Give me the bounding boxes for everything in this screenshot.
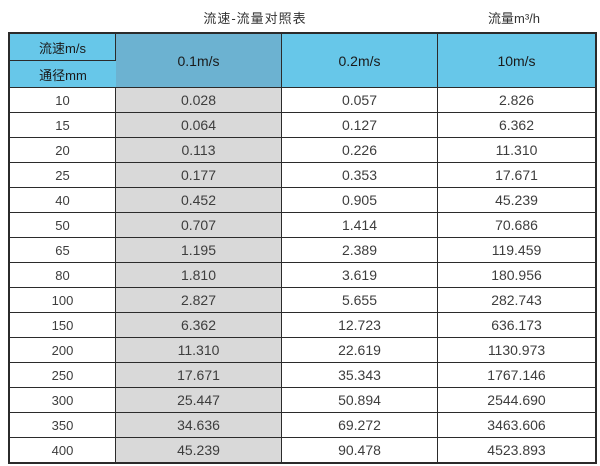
flow-value-cell: 0.353	[282, 163, 438, 188]
flow-value-cell: 6.362	[438, 113, 595, 138]
flow-value-cell: 35.343	[282, 363, 438, 388]
corner-cell-velocity-label: 流速m/s	[10, 34, 116, 61]
diameter-cell: 150	[10, 313, 116, 338]
flow-value-cell: 119.459	[438, 238, 595, 263]
diameter-cell: 20	[10, 138, 116, 163]
table-body: 10 0.028 0.057 2.826 15 0.064 0.127 6.362 20 0.11…	[10, 88, 595, 462]
diameter-cell: 80	[10, 263, 116, 288]
flow-value-cell: 1767.146	[438, 363, 595, 388]
flow-value-cell: 17.671	[116, 363, 282, 388]
column-header-0-1ms: 0.1m/s	[116, 34, 282, 88]
flow-value-cell: 45.239	[438, 188, 595, 213]
table-row: 15 0.064 0.127 6.362	[10, 113, 595, 138]
flow-value-cell: 0.177	[116, 163, 282, 188]
flow-unit-label: 流量m³/h	[487, 11, 540, 26]
flow-value-cell: 69.272	[282, 413, 438, 438]
flow-value-cell: 0.057	[282, 88, 438, 113]
flow-value-cell: 6.362	[116, 313, 282, 338]
column-header-0-2ms: 0.2m/s	[282, 34, 438, 88]
table-header: 流速m/s 0.1m/s 0.2m/s 10m/s 通径mm	[10, 34, 595, 88]
flow-value-cell: 2544.690	[438, 388, 595, 413]
table-row: 200 11.310 22.619 1130.973	[10, 338, 595, 363]
velocity-flow-table: 流速m/s 0.1m/s 0.2m/s 10m/s 通径mm 10 0.028 0.…	[8, 32, 597, 464]
flow-value-cell: 1.195	[116, 238, 282, 263]
flow-value-cell: 636.173	[438, 313, 595, 338]
flow-value-cell: 0.113	[116, 138, 282, 163]
flow-value-cell: 11.310	[438, 138, 595, 163]
corner-cell-diameter-label: 通径mm	[10, 61, 116, 88]
flow-value-cell: 0.452	[116, 188, 282, 213]
table-row: 150 6.362 12.723 636.173	[10, 313, 595, 338]
flow-value-cell: 12.723	[282, 313, 438, 338]
diameter-cell: 200	[10, 338, 116, 363]
flow-value-cell: 282.743	[438, 288, 595, 313]
flow-value-cell: 90.478	[282, 438, 438, 462]
flow-value-cell: 4523.893	[438, 438, 595, 462]
flow-value-cell: 70.686	[438, 213, 595, 238]
flow-value-cell: 2.826	[438, 88, 595, 113]
table-row: 40 0.452 0.905 45.239	[10, 188, 595, 213]
table-row: 80 1.810 3.619 180.956	[10, 263, 595, 288]
diameter-cell: 25	[10, 163, 116, 188]
figure-captions: 流速-流量对照表 流量m³/h	[0, 0, 600, 30]
diameter-cell: 10	[10, 88, 116, 113]
diameter-cell: 250	[10, 363, 116, 388]
flow-value-cell: 22.619	[282, 338, 438, 363]
diameter-cell: 65	[10, 238, 116, 263]
flow-value-cell: 11.310	[116, 338, 282, 363]
table-row: 400 45.239 90.478 4523.893	[10, 438, 595, 462]
diameter-cell: 350	[10, 413, 116, 438]
flow-value-cell: 0.226	[282, 138, 438, 163]
diameter-cell: 300	[10, 388, 116, 413]
diameter-cell: 15	[10, 113, 116, 138]
column-header-10ms: 10m/s	[438, 34, 595, 88]
diameter-cell: 400	[10, 438, 116, 462]
flow-value-cell: 0.064	[116, 113, 282, 138]
flow-value-cell: 2.827	[116, 288, 282, 313]
diameter-cell: 40	[10, 188, 116, 213]
diameter-cell: 100	[10, 288, 116, 313]
flow-value-cell: 50.894	[282, 388, 438, 413]
flow-value-cell: 0.028	[116, 88, 282, 113]
figure-title: 流速-流量对照表	[203, 11, 307, 26]
table-row: 20 0.113 0.226 11.310	[10, 138, 595, 163]
diameter-cell: 50	[10, 213, 116, 238]
flow-value-cell: 2.389	[282, 238, 438, 263]
table-row: 10 0.028 0.057 2.826	[10, 88, 595, 113]
flow-value-cell: 1130.973	[438, 338, 595, 363]
flow-value-cell: 3.619	[282, 263, 438, 288]
flow-value-cell: 0.905	[282, 188, 438, 213]
flow-value-cell: 0.707	[116, 213, 282, 238]
table-row: 25 0.177 0.353 17.671	[10, 163, 595, 188]
flow-value-cell: 25.447	[116, 388, 282, 413]
flow-value-cell: 1.414	[282, 213, 438, 238]
table-row: 250 17.671 35.343 1767.146	[10, 363, 595, 388]
flow-value-cell: 3463.606	[438, 413, 595, 438]
table-row: 50 0.707 1.414 70.686	[10, 213, 595, 238]
flow-value-cell: 34.636	[116, 413, 282, 438]
flow-value-cell: 45.239	[116, 438, 282, 462]
table-row: 65 1.195 2.389 119.459	[10, 238, 595, 263]
flow-value-cell: 1.810	[116, 263, 282, 288]
table-row: 100 2.827 5.655 282.743	[10, 288, 595, 313]
table-row: 300 25.447 50.894 2544.690	[10, 388, 595, 413]
flow-value-cell: 180.956	[438, 263, 595, 288]
table-row: 350 34.636 69.272 3463.606	[10, 413, 595, 438]
flow-value-cell: 0.127	[282, 113, 438, 138]
flow-value-cell: 5.655	[282, 288, 438, 313]
flow-value-cell: 17.671	[438, 163, 595, 188]
